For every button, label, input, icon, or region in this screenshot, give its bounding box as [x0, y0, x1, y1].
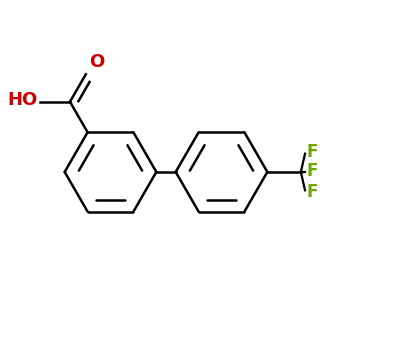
Text: HO: HO	[7, 91, 37, 109]
Text: F: F	[306, 143, 318, 161]
Text: F: F	[306, 183, 318, 201]
Text: F: F	[306, 162, 318, 180]
Text: O: O	[89, 53, 105, 71]
